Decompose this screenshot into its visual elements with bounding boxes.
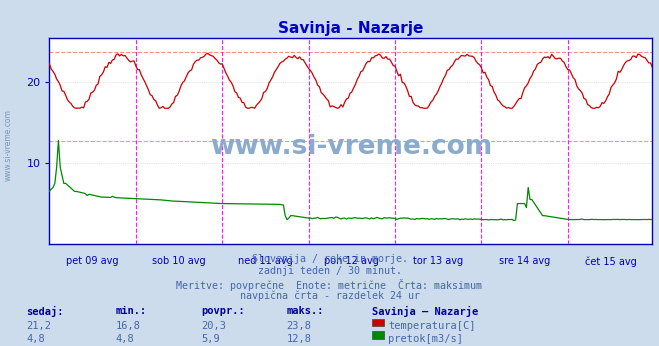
- Text: pretok[m3/s]: pretok[m3/s]: [388, 334, 463, 344]
- Text: 16,8: 16,8: [115, 321, 140, 331]
- Text: www.si-vreme.com: www.si-vreme.com: [210, 134, 492, 160]
- Text: www.si-vreme.com: www.si-vreme.com: [4, 109, 13, 181]
- Text: zadnji teden / 30 minut.: zadnji teden / 30 minut.: [258, 266, 401, 276]
- Text: Savinja – Nazarje: Savinja – Nazarje: [372, 306, 478, 317]
- Text: tor 13 avg: tor 13 avg: [413, 256, 463, 266]
- Text: 4,8: 4,8: [26, 334, 45, 344]
- Text: sob 10 avg: sob 10 avg: [152, 256, 206, 266]
- Text: sre 14 avg: sre 14 avg: [499, 256, 550, 266]
- Text: 20,3: 20,3: [201, 321, 226, 331]
- Text: temperatura[C]: temperatura[C]: [388, 321, 476, 331]
- Text: min.:: min.:: [115, 306, 146, 316]
- Text: 21,2: 21,2: [26, 321, 51, 331]
- Text: 12,8: 12,8: [287, 334, 312, 344]
- Text: 4,8: 4,8: [115, 334, 134, 344]
- Text: maks.:: maks.:: [287, 306, 324, 316]
- Text: 23,8: 23,8: [287, 321, 312, 331]
- Text: 5,9: 5,9: [201, 334, 219, 344]
- Text: pon 12 avg: pon 12 avg: [324, 256, 380, 266]
- Text: Meritve: povprečne  Enote: metrične  Črta: maksimum: Meritve: povprečne Enote: metrične Črta:…: [177, 279, 482, 291]
- Title: Savinja - Nazarje: Savinja - Nazarje: [278, 20, 424, 36]
- Text: ned 11 avg: ned 11 avg: [238, 256, 293, 266]
- Text: pet 09 avg: pet 09 avg: [67, 256, 119, 266]
- Text: povpr.:: povpr.:: [201, 306, 244, 316]
- Text: navpična črta - razdelek 24 ur: navpična črta - razdelek 24 ur: [239, 291, 420, 301]
- Text: čet 15 avg: čet 15 avg: [585, 256, 637, 266]
- Text: sedaj:: sedaj:: [26, 306, 64, 317]
- Text: Slovenija / reke in morje.: Slovenija / reke in morje.: [252, 254, 407, 264]
